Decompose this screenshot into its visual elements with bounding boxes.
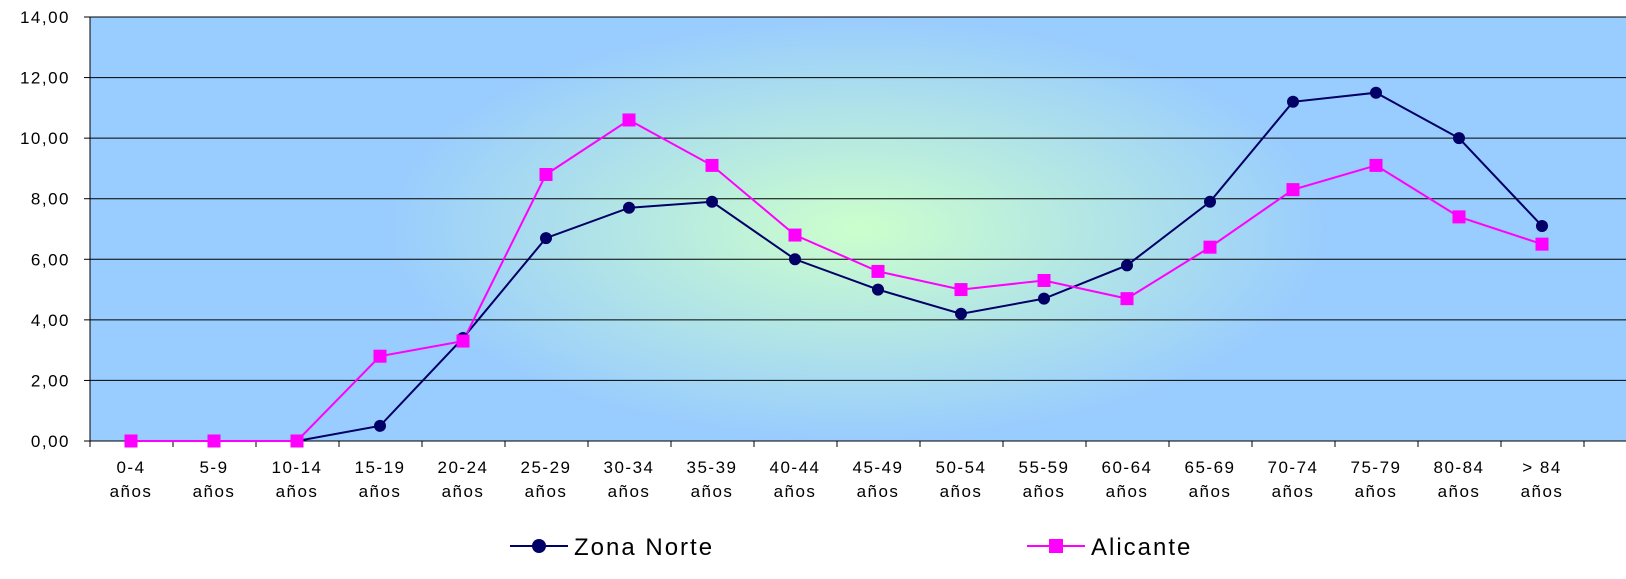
y-tick-label: 8,00 (31, 190, 70, 209)
x-tick-label: 20-24 años (438, 458, 489, 501)
data-point (1370, 87, 1382, 99)
legend-marker (532, 539, 546, 553)
x-tick-label: 0-4 años (110, 458, 153, 501)
x-tick-label: 55-59 años (1019, 458, 1070, 501)
x-tick-label: 45-49 años (853, 458, 904, 501)
x-tick-label: 70-74 años (1268, 458, 1319, 501)
data-point (457, 335, 470, 348)
x-tick-label: 60-64 años (1102, 458, 1153, 501)
x-tick-label: 10-14 años (272, 458, 323, 501)
data-point (1287, 96, 1299, 108)
legend-marker (1049, 539, 1063, 553)
x-tick-label: 50-54 años (936, 458, 987, 501)
data-point (706, 196, 718, 208)
data-point (1287, 183, 1300, 196)
legend-label: Alicante (1091, 534, 1192, 561)
data-point (872, 265, 885, 278)
x-tick-label: 5-9 años (193, 458, 236, 501)
data-point (374, 420, 386, 432)
legend: Zona Norte Alicante (510, 534, 1192, 561)
y-tick-label: 4,00 (31, 311, 70, 330)
x-tick-label: 35-39 años (687, 458, 738, 501)
legend-item: Zona Norte (510, 534, 714, 561)
legend-item: Alicante (1027, 534, 1192, 561)
y-axis: 0,00 2,00 4,00 6,00 8,00 10,00 12,00 14,00 (20, 8, 90, 451)
y-tick-label: 10,00 (20, 129, 70, 148)
data-point (1121, 292, 1134, 305)
data-point (623, 113, 636, 126)
x-axis: 0-4 años 5-9 años 10-14 años 15-19 años 20-24 año… (90, 441, 1626, 501)
x-tick-label: 40-44 años (770, 458, 821, 501)
data-point (1453, 210, 1466, 223)
x-tick-label: 65-69 años (1185, 458, 1236, 501)
data-point (789, 229, 802, 242)
x-tick-label: 80-84 años (1434, 458, 1485, 501)
data-point (540, 168, 553, 181)
data-point (1038, 274, 1051, 287)
x-tick-label: 75-79 años (1351, 458, 1402, 501)
y-tick-label: 14,00 (20, 8, 70, 27)
x-tick-label: 15-19 años (355, 458, 406, 501)
data-point (1121, 259, 1133, 271)
y-tick-label: 6,00 (31, 250, 70, 269)
y-tick-label: 12,00 (20, 69, 70, 88)
plot-area (90, 17, 1626, 441)
data-point (706, 159, 719, 172)
data-point (1370, 159, 1383, 172)
data-point (1536, 238, 1549, 251)
data-point (1204, 196, 1216, 208)
y-tick-label: 2,00 (31, 371, 70, 390)
data-point (955, 283, 968, 296)
data-point (955, 308, 967, 320)
y-tick-label: 0,00 (31, 432, 70, 451)
data-point (1204, 241, 1217, 254)
data-point (1038, 293, 1050, 305)
data-point (125, 435, 138, 448)
data-point (623, 202, 635, 214)
data-point (540, 232, 552, 244)
data-point (208, 435, 221, 448)
data-point (291, 435, 304, 448)
data-point (374, 350, 387, 363)
x-tick-label: > 84 años (1521, 458, 1564, 501)
data-point (1453, 132, 1465, 144)
legend-label: Zona Norte (574, 534, 714, 561)
data-point (872, 284, 884, 296)
data-point (789, 253, 801, 265)
data-point (1536, 220, 1548, 232)
x-tick-label: 25-29 años (521, 458, 572, 501)
x-tick-label: 30-34 años (604, 458, 655, 501)
